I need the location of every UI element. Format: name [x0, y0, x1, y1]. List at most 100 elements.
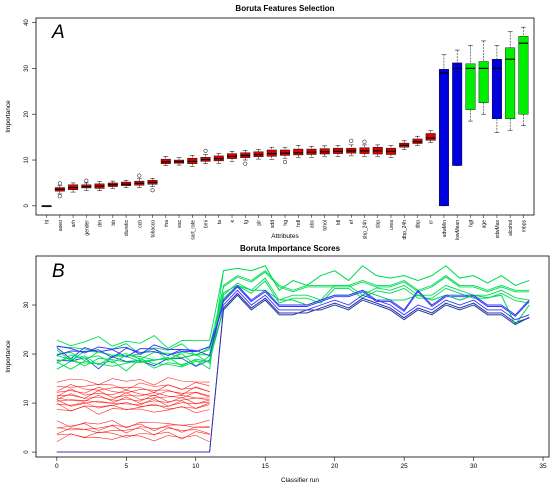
x-tick-label-a: bb	[111, 220, 117, 226]
y-tick-label-b: 0	[24, 450, 30, 454]
x-tick-label-a: sart_rate	[190, 220, 196, 240]
x-tick-label-a: sdd	[270, 220, 276, 228]
x-tick-label-a: ta	[217, 220, 223, 224]
x-tick-label-a: aoeo	[58, 220, 64, 231]
series-line-rejected	[56, 377, 210, 386]
x-tick-label-a: arh	[71, 220, 77, 227]
series-line-rejected	[56, 427, 210, 436]
box-hdl	[293, 148, 304, 156]
x-tick-label-a: urea	[389, 220, 395, 230]
x-tick-label-a: plr	[257, 220, 263, 226]
x-tick-label-a: lowMean	[455, 220, 461, 240]
series-line-rejected	[56, 400, 210, 409]
chart-a-title: Boruta Features Selection	[235, 4, 334, 13]
x-tick-label-a: dbp	[415, 220, 421, 229]
x-tick-label-a: age	[482, 220, 488, 229]
panel-b-lineplot: Boruta Importance Scores B 0 5 10 15 20 25 30 35 0…	[5, 244, 550, 484]
x-tick-label-a: alcohol	[508, 220, 514, 236]
x-tick-label-a: mbps	[521, 220, 527, 233]
chart-b-title: Boruta Importance Scores	[240, 244, 341, 253]
x-tick-label-a: diuretic	[124, 220, 130, 237]
series-line-tentative	[56, 284, 530, 359]
series-line-rejected	[56, 433, 210, 443]
x-tick-label-a: ccb	[137, 220, 143, 228]
x-tick-label-a: dm	[98, 220, 104, 227]
y-tick-label-a: 10	[24, 156, 30, 163]
x-tick-label-a: gender	[84, 220, 90, 236]
x-tick-label-a: hgt	[468, 219, 474, 227]
box-adwMin	[438, 69, 449, 207]
series-line-rejected	[56, 386, 210, 396]
y-tick-label-a: 0	[24, 204, 30, 208]
x-tick-label-a: hdl	[296, 220, 302, 227]
x-tick-label-a: rha	[164, 220, 170, 227]
x-tick-label-a: adwMin	[442, 220, 448, 237]
outlier-point	[362, 139, 367, 144]
outlier-point	[150, 188, 155, 193]
x-tick-label-a: dbp_24h	[402, 220, 408, 240]
x-tick-label-a: tg	[243, 220, 249, 224]
box-age	[478, 61, 489, 103]
series-line-confirmed	[56, 277, 530, 365]
series-line-tentative	[56, 289, 530, 355]
series-line-rejected	[56, 405, 210, 415]
y-tick-label-b: 20	[24, 350, 30, 357]
x-tick-label-a: ht	[45, 219, 51, 224]
box-alcohol	[505, 47, 516, 119]
panel-a-boxplot: Boruta Features Selection A 0 10 20 30 40 Impor…	[5, 4, 535, 240]
x-tick-label-b: 5	[124, 463, 128, 470]
x-tick-label-a: sbp	[376, 220, 382, 228]
x-axis-label-b: Classifier run	[281, 477, 319, 484]
x-tick-label-b: 25	[401, 463, 409, 470]
x-tick-label-a: hg	[283, 220, 289, 226]
box-cr	[425, 133, 436, 141]
x-tick-label-b: 0	[55, 463, 59, 470]
box-mbps	[518, 36, 529, 115]
x-tick-label-a: tobacco	[151, 220, 157, 238]
x-tick-label-a: esc	[177, 220, 183, 228]
box-hgt	[465, 63, 476, 110]
y-tick-label-b: 10	[24, 399, 30, 406]
outlier-point	[137, 173, 142, 178]
series-line-rejected	[56, 396, 210, 405]
y-axis-label-a: Importance	[5, 100, 12, 133]
outlier-point	[57, 181, 62, 186]
x-tick-label-b: 20	[331, 463, 339, 470]
series-line-rejected	[56, 382, 210, 391]
x-tick-label-a: abc	[309, 220, 315, 229]
y-tick-label-a: 20	[24, 110, 30, 117]
y-tick-label-a: 40	[24, 19, 30, 26]
outlier-point	[203, 148, 208, 153]
series-line-rejected	[56, 419, 210, 429]
outlier-point	[282, 159, 288, 164]
x-tick-label-a: sdwMax	[495, 220, 501, 239]
y-tick-label-a: 30	[24, 64, 30, 71]
series-line-confirmed	[56, 280, 530, 362]
x-tick-label-b: 10	[192, 463, 200, 470]
x-tick-label-a: bmi	[204, 220, 210, 228]
x-tick-label-a: ef	[349, 219, 355, 224]
x-tick-label-a: cr	[429, 220, 435, 225]
box-lowMean	[452, 62, 463, 166]
y-axis-label-b: Importance	[5, 340, 12, 373]
series-line-shadow	[56, 294, 530, 453]
x-tick-label-b: 30	[470, 463, 478, 470]
series-line-rejected	[56, 384, 210, 393]
x-tick-label-a: tchol	[323, 220, 329, 231]
x-tick-label-a: sbp_24h	[362, 220, 368, 239]
plot-b-frame	[35, 255, 550, 458]
series-line-rejected	[56, 431, 210, 440]
outlier-point	[243, 161, 248, 166]
x-tick-label-b: 35	[539, 463, 547, 470]
series-line-rejected	[56, 388, 210, 398]
series-line-confirmed	[56, 265, 530, 370]
series-line-confirmed	[56, 270, 530, 367]
series-line-rejected	[56, 392, 210, 401]
panel-a-letter: A	[51, 22, 65, 43]
panel-b-letter: B	[52, 261, 65, 282]
series-line-shadow	[56, 292, 530, 453]
series-line-confirmed	[56, 284, 530, 362]
y-tick-label-b: 30	[24, 301, 30, 308]
series-line-rejected	[56, 423, 210, 432]
